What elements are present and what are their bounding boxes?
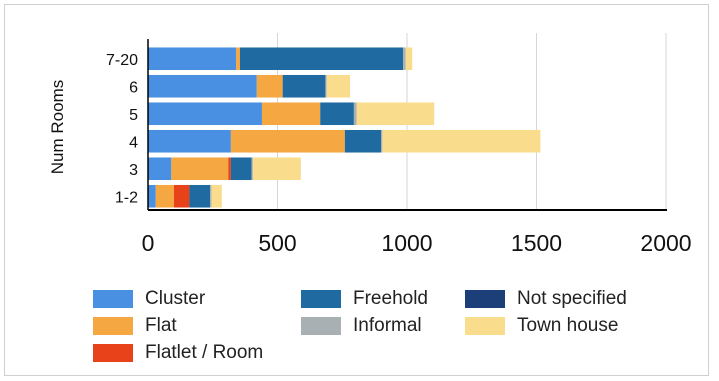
chart: 0 500 1000 1500 2000 7-20 6 5 4 3 1-2 Num Rooms [48,33,692,256]
bar-segment [251,157,253,181]
legend-item-not-specified: Not specified [465,287,627,311]
bar-segment [171,157,229,181]
bar-segment [230,129,345,153]
legend-item-informal: Informal [301,314,422,338]
bar-segment [148,129,231,153]
y-tick-label: 4 [129,134,138,151]
bar-segment [148,47,237,71]
legend-item-freehold: Freehold [301,287,428,311]
bar-segment [326,74,351,98]
bar-segment [252,157,301,181]
legend-item-cluster: Cluster [93,287,205,311]
bar-segment [239,47,404,71]
bar-segment [148,157,172,181]
bar-segment [228,157,231,181]
bar-segment [325,74,327,98]
x-tick-label: 2000 [640,230,691,256]
legend-label: Town house [517,315,619,336]
bar-segment [261,102,321,126]
legend-swatch [301,317,341,335]
legend: Cluster Freehold Not specified Flat Info… [93,287,693,377]
legend-swatch [465,317,505,335]
x-tick-label: 0 [142,230,155,256]
y-tick-label: 6 [129,79,138,96]
y-tick-label: 5 [129,107,138,124]
bar-segment [155,184,174,208]
legend-label: Flatlet / Room [145,342,264,363]
bar-segment [173,184,190,208]
bar-segment [405,47,413,71]
y-axis-label: Num Rooms [48,80,67,174]
bar-segment [282,74,326,98]
chart-frame: 0 500 1000 1500 2000 7-20 6 5 4 3 1-2 Num Rooms Clu… [4,4,709,376]
legend-item-flatlet-room: Flatlet / Room [93,341,263,365]
bar-segment [344,129,382,153]
legend-swatch [301,290,341,308]
legend-swatch [93,344,133,362]
bar-segment [256,74,283,98]
legend-item-flat: Flat [93,314,177,338]
legend-swatch [93,317,133,335]
legend-label: Not specified [517,288,627,309]
bar-segment [230,157,252,181]
legend-label: Informal [353,315,422,336]
legend-item-town-house: Town house [465,314,618,338]
bar-segment [382,129,541,153]
bar-segment [148,184,156,208]
legend-swatch [465,290,505,308]
bar-segment [353,102,357,126]
x-tick-label: 500 [258,230,296,256]
legend-swatch [93,290,133,308]
legend-label: Flat [145,315,177,336]
bar-segment [236,47,240,71]
bar-segment [210,184,212,208]
y-tick-label: 1-2 [115,189,138,206]
legend-label: Cluster [145,288,206,309]
x-tick-label: 1000 [381,230,432,256]
y-tick-label: 7-20 [106,52,138,69]
bar-segment [403,47,406,71]
bar-segment [356,102,435,126]
bar-segment [148,102,262,126]
x-tick-label: 1500 [511,230,562,256]
bar-segment [148,74,257,98]
bar-segment [189,184,211,208]
legend-label: Freehold [353,288,428,309]
bar-segment [211,184,222,208]
y-tick-label: 3 [129,162,138,179]
bar-segment [320,102,354,126]
bar-segment [381,129,383,153]
